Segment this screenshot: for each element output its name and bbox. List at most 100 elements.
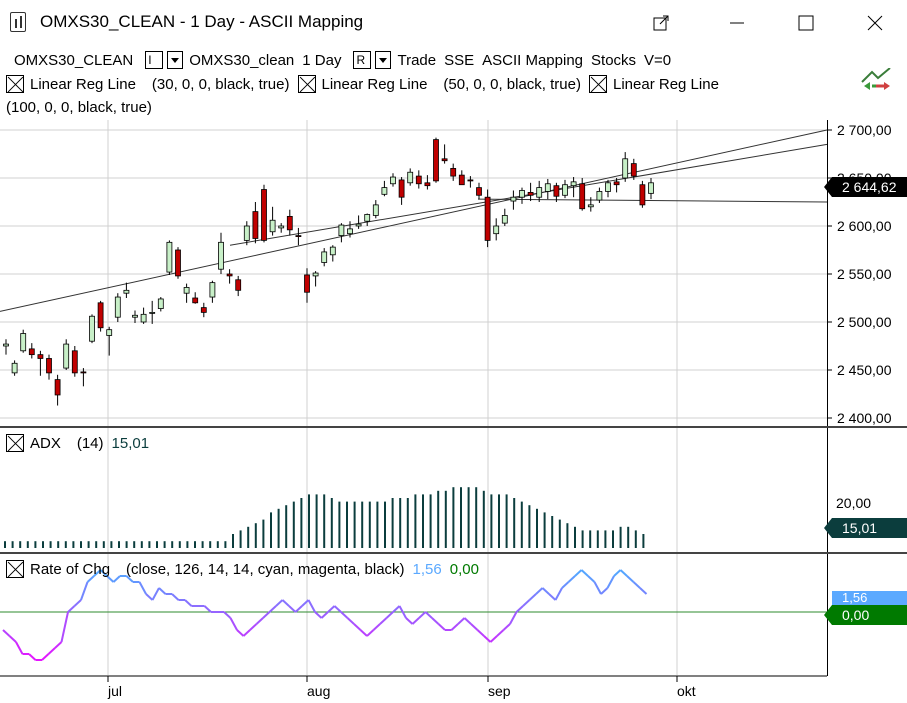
pane-separator-2[interactable] bbox=[0, 552, 907, 554]
adx-value: 15,01 bbox=[111, 434, 150, 452]
adx-value-badge: 15,01 bbox=[824, 518, 907, 538]
roc-segment bbox=[184, 599, 193, 607]
candle-body-up bbox=[648, 182, 654, 194]
minimize-icon[interactable] bbox=[722, 8, 752, 38]
candle bbox=[28, 343, 35, 359]
maximize-icon[interactable] bbox=[791, 8, 821, 38]
roc-segment bbox=[333, 605, 342, 613]
candle-series bbox=[3, 137, 654, 406]
roc-value-1-badge: 1,56 bbox=[832, 591, 907, 605]
adx-axis-border bbox=[827, 428, 828, 552]
roc-segment bbox=[262, 611, 271, 619]
time-tick-label: jul bbox=[107, 683, 122, 699]
interval-label: 1 Day bbox=[302, 51, 342, 69]
roc-segment bbox=[574, 569, 583, 577]
adx-axis-label: 20,00 bbox=[836, 495, 872, 511]
candle bbox=[553, 182, 560, 202]
roc-segment bbox=[73, 599, 82, 607]
trade-arrows-icon[interactable] bbox=[860, 68, 894, 94]
remove-roc-icon[interactable] bbox=[6, 560, 24, 578]
candle-body-up bbox=[11, 362, 18, 374]
mode-label: Trade bbox=[397, 51, 437, 69]
candle bbox=[467, 176, 474, 188]
candle bbox=[269, 206, 276, 236]
candle-body-down bbox=[46, 358, 52, 374]
candle-body-up bbox=[510, 196, 517, 202]
candle bbox=[97, 300, 104, 332]
candle-body-down bbox=[37, 354, 44, 359]
roc-segment bbox=[567, 575, 576, 583]
candle-body-up bbox=[149, 311, 156, 314]
candle bbox=[304, 268, 310, 303]
candle bbox=[501, 208, 508, 226]
candle-body-up bbox=[123, 289, 130, 294]
remove-indicator-3-icon[interactable] bbox=[589, 75, 607, 93]
candle-body-up bbox=[501, 215, 508, 224]
candle bbox=[519, 187, 525, 204]
candle bbox=[605, 179, 611, 198]
popout-icon[interactable] bbox=[646, 8, 676, 38]
range-type-dropdown-icon[interactable] bbox=[375, 51, 392, 69]
roc-segment bbox=[509, 611, 518, 625]
candle-body-up bbox=[390, 176, 396, 185]
candle-body-up bbox=[519, 190, 525, 198]
candle bbox=[286, 209, 293, 236]
candle bbox=[355, 215, 362, 229]
candle bbox=[46, 354, 52, 380]
roc-segment bbox=[171, 593, 180, 601]
close-icon[interactable] bbox=[860, 8, 890, 38]
roc-segment bbox=[223, 611, 232, 619]
candle bbox=[132, 310, 138, 323]
roc-segment bbox=[353, 623, 362, 631]
roc-segment bbox=[515, 605, 524, 613]
roc-segment bbox=[249, 623, 258, 631]
candle bbox=[261, 184, 267, 243]
candle-body-up bbox=[605, 182, 611, 192]
regression-line-100 bbox=[0, 129, 828, 312]
roc-segment bbox=[8, 635, 17, 643]
candle bbox=[613, 178, 620, 193]
roc-segment bbox=[106, 575, 115, 583]
candle-body-up bbox=[321, 251, 328, 263]
candle bbox=[20, 329, 27, 353]
window-title: OMXS30_CLEAN - 1 Day - ASCII Mapping bbox=[40, 12, 364, 31]
remove-adx-icon[interactable] bbox=[6, 434, 24, 452]
price-axis-ticks: 2 700,002 650,002 600,002 550,002 500,00… bbox=[827, 122, 892, 426]
roc-segment bbox=[112, 575, 121, 583]
range-type-select[interactable]: R bbox=[353, 51, 372, 69]
pane-separator-1[interactable] bbox=[0, 426, 907, 428]
roc-segment bbox=[158, 587, 167, 595]
indicator-1-params: (30, 0, 0, black, true) bbox=[151, 75, 290, 93]
indicator-3-name: Linear Reg Line bbox=[613, 75, 719, 93]
candle bbox=[123, 282, 130, 298]
roc-segment bbox=[288, 605, 297, 613]
candle bbox=[441, 144, 448, 164]
candle-body-down bbox=[639, 184, 646, 206]
candle-body-up bbox=[364, 214, 371, 222]
roc-segment bbox=[301, 599, 310, 607]
roc-segment bbox=[626, 575, 635, 583]
bar-type-dropdown-icon[interactable] bbox=[167, 51, 184, 69]
roc-segment bbox=[372, 623, 381, 631]
candle-body-up bbox=[183, 287, 190, 294]
candle bbox=[484, 189, 491, 248]
roc-segment bbox=[411, 617, 420, 625]
candle-body-down bbox=[613, 181, 620, 186]
candle-body-up bbox=[140, 313, 147, 323]
bar-type-select[interactable]: I bbox=[145, 51, 164, 69]
candle bbox=[80, 368, 87, 387]
time-tick-label: aug bbox=[307, 683, 330, 699]
adx-legend: ADX (14) 15,01 bbox=[6, 434, 149, 452]
roc-segment bbox=[580, 569, 589, 577]
price-tick-label: 2 500,00 bbox=[837, 314, 892, 330]
chart-grid bbox=[0, 120, 827, 675]
candle-body-up bbox=[166, 241, 173, 273]
price-tick-label: 2 450,00 bbox=[837, 362, 892, 378]
candle bbox=[639, 180, 646, 208]
candle-body-up bbox=[493, 225, 500, 235]
remove-indicator-2-icon[interactable] bbox=[297, 75, 316, 93]
remove-indicator-1-icon[interactable] bbox=[6, 75, 24, 93]
candle-body-up bbox=[338, 224, 345, 236]
candle bbox=[149, 300, 156, 324]
